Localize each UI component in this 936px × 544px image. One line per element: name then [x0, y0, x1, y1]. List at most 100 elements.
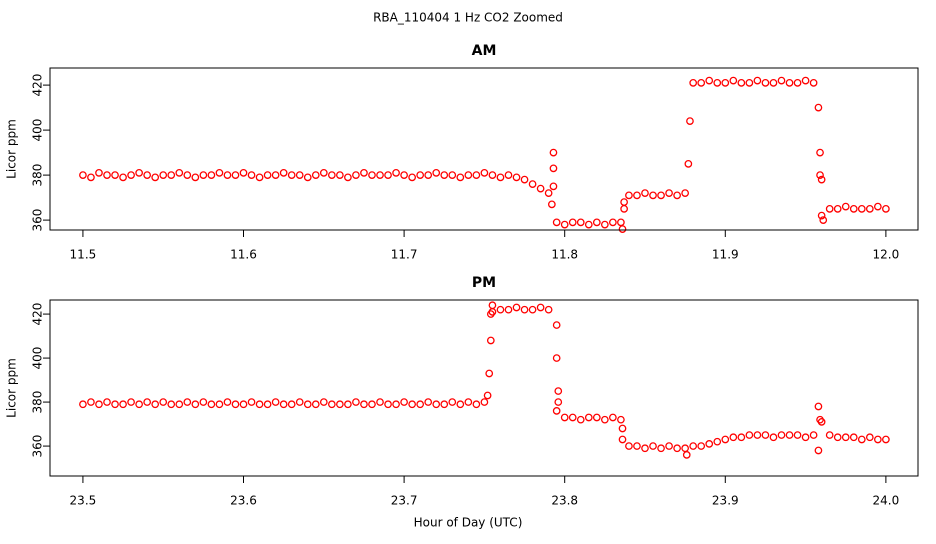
point — [486, 310, 495, 318]
point — [127, 171, 135, 179]
point — [488, 171, 497, 179]
point — [199, 171, 208, 179]
point — [785, 431, 794, 439]
point — [618, 424, 627, 433]
point — [686, 117, 694, 125]
point — [777, 431, 786, 439]
point — [408, 400, 416, 409]
point — [223, 398, 232, 406]
point — [761, 431, 770, 439]
point — [311, 400, 320, 409]
point — [143, 171, 152, 179]
point — [520, 305, 529, 314]
point — [456, 173, 465, 182]
point — [111, 400, 119, 409]
point — [207, 171, 216, 179]
point — [705, 76, 714, 85]
x-tick-label: 24.0 — [873, 494, 900, 508]
point — [424, 398, 433, 406]
point — [432, 169, 441, 177]
point — [103, 398, 111, 406]
point — [287, 400, 296, 409]
point — [833, 433, 842, 442]
point — [857, 435, 866, 444]
y-tick-label: 360 — [31, 209, 45, 232]
point — [191, 400, 200, 409]
point — [729, 433, 738, 442]
point — [448, 398, 457, 406]
point — [119, 173, 127, 182]
point — [319, 398, 328, 406]
x-tick-label: 23.7 — [391, 494, 418, 508]
point — [215, 169, 224, 177]
point — [344, 400, 352, 409]
point — [295, 171, 304, 179]
point — [247, 171, 256, 179]
y-axis-label: Licor ppm — [5, 358, 19, 418]
point — [713, 79, 722, 87]
point — [600, 220, 609, 229]
point — [584, 220, 593, 229]
point — [689, 442, 698, 450]
point — [368, 171, 376, 179]
point — [440, 171, 449, 179]
point — [576, 218, 585, 227]
x-tick-label: 11.6 — [230, 248, 257, 262]
point — [745, 79, 754, 87]
x-axis-label: Hour of Day (UTC) — [414, 516, 523, 530]
point — [327, 400, 336, 409]
point — [480, 169, 489, 177]
point — [713, 437, 722, 446]
point — [319, 169, 328, 177]
point — [151, 400, 160, 409]
point — [592, 413, 601, 422]
point — [814, 402, 823, 411]
point — [279, 400, 288, 409]
point — [785, 79, 794, 87]
point — [552, 354, 561, 362]
point — [801, 76, 810, 85]
point — [584, 413, 593, 422]
point — [360, 169, 368, 177]
point — [95, 169, 103, 177]
point — [841, 433, 850, 442]
x-tick-label: 11.7 — [391, 248, 418, 262]
point — [649, 191, 657, 200]
point — [485, 369, 494, 378]
point — [793, 431, 802, 439]
point — [271, 398, 280, 406]
point — [87, 173, 95, 182]
point — [496, 305, 505, 314]
point — [825, 205, 834, 213]
point — [504, 305, 513, 314]
point — [392, 169, 400, 177]
point — [633, 191, 641, 200]
point — [207, 400, 216, 409]
x-tick-label: 12.0 — [873, 248, 900, 262]
x-tick-label: 23.9 — [712, 494, 739, 508]
point — [552, 321, 561, 329]
point — [552, 218, 561, 227]
point — [689, 79, 698, 87]
point — [849, 433, 858, 442]
point — [448, 171, 457, 179]
point — [673, 444, 681, 453]
point — [817, 211, 826, 220]
point — [721, 79, 730, 87]
point — [657, 444, 665, 453]
point — [111, 171, 119, 179]
point — [560, 220, 569, 229]
point — [665, 189, 673, 197]
point — [560, 413, 569, 422]
point — [464, 398, 473, 406]
plot-frame — [49, 67, 919, 231]
point — [816, 415, 824, 424]
point — [303, 173, 312, 182]
point — [552, 407, 561, 415]
point — [737, 79, 746, 87]
point — [849, 205, 858, 213]
point — [536, 184, 545, 193]
figure-title: RBA_110404 1 Hz CO2 Zoomed — [373, 11, 563, 25]
point — [472, 400, 481, 409]
point — [633, 442, 641, 450]
